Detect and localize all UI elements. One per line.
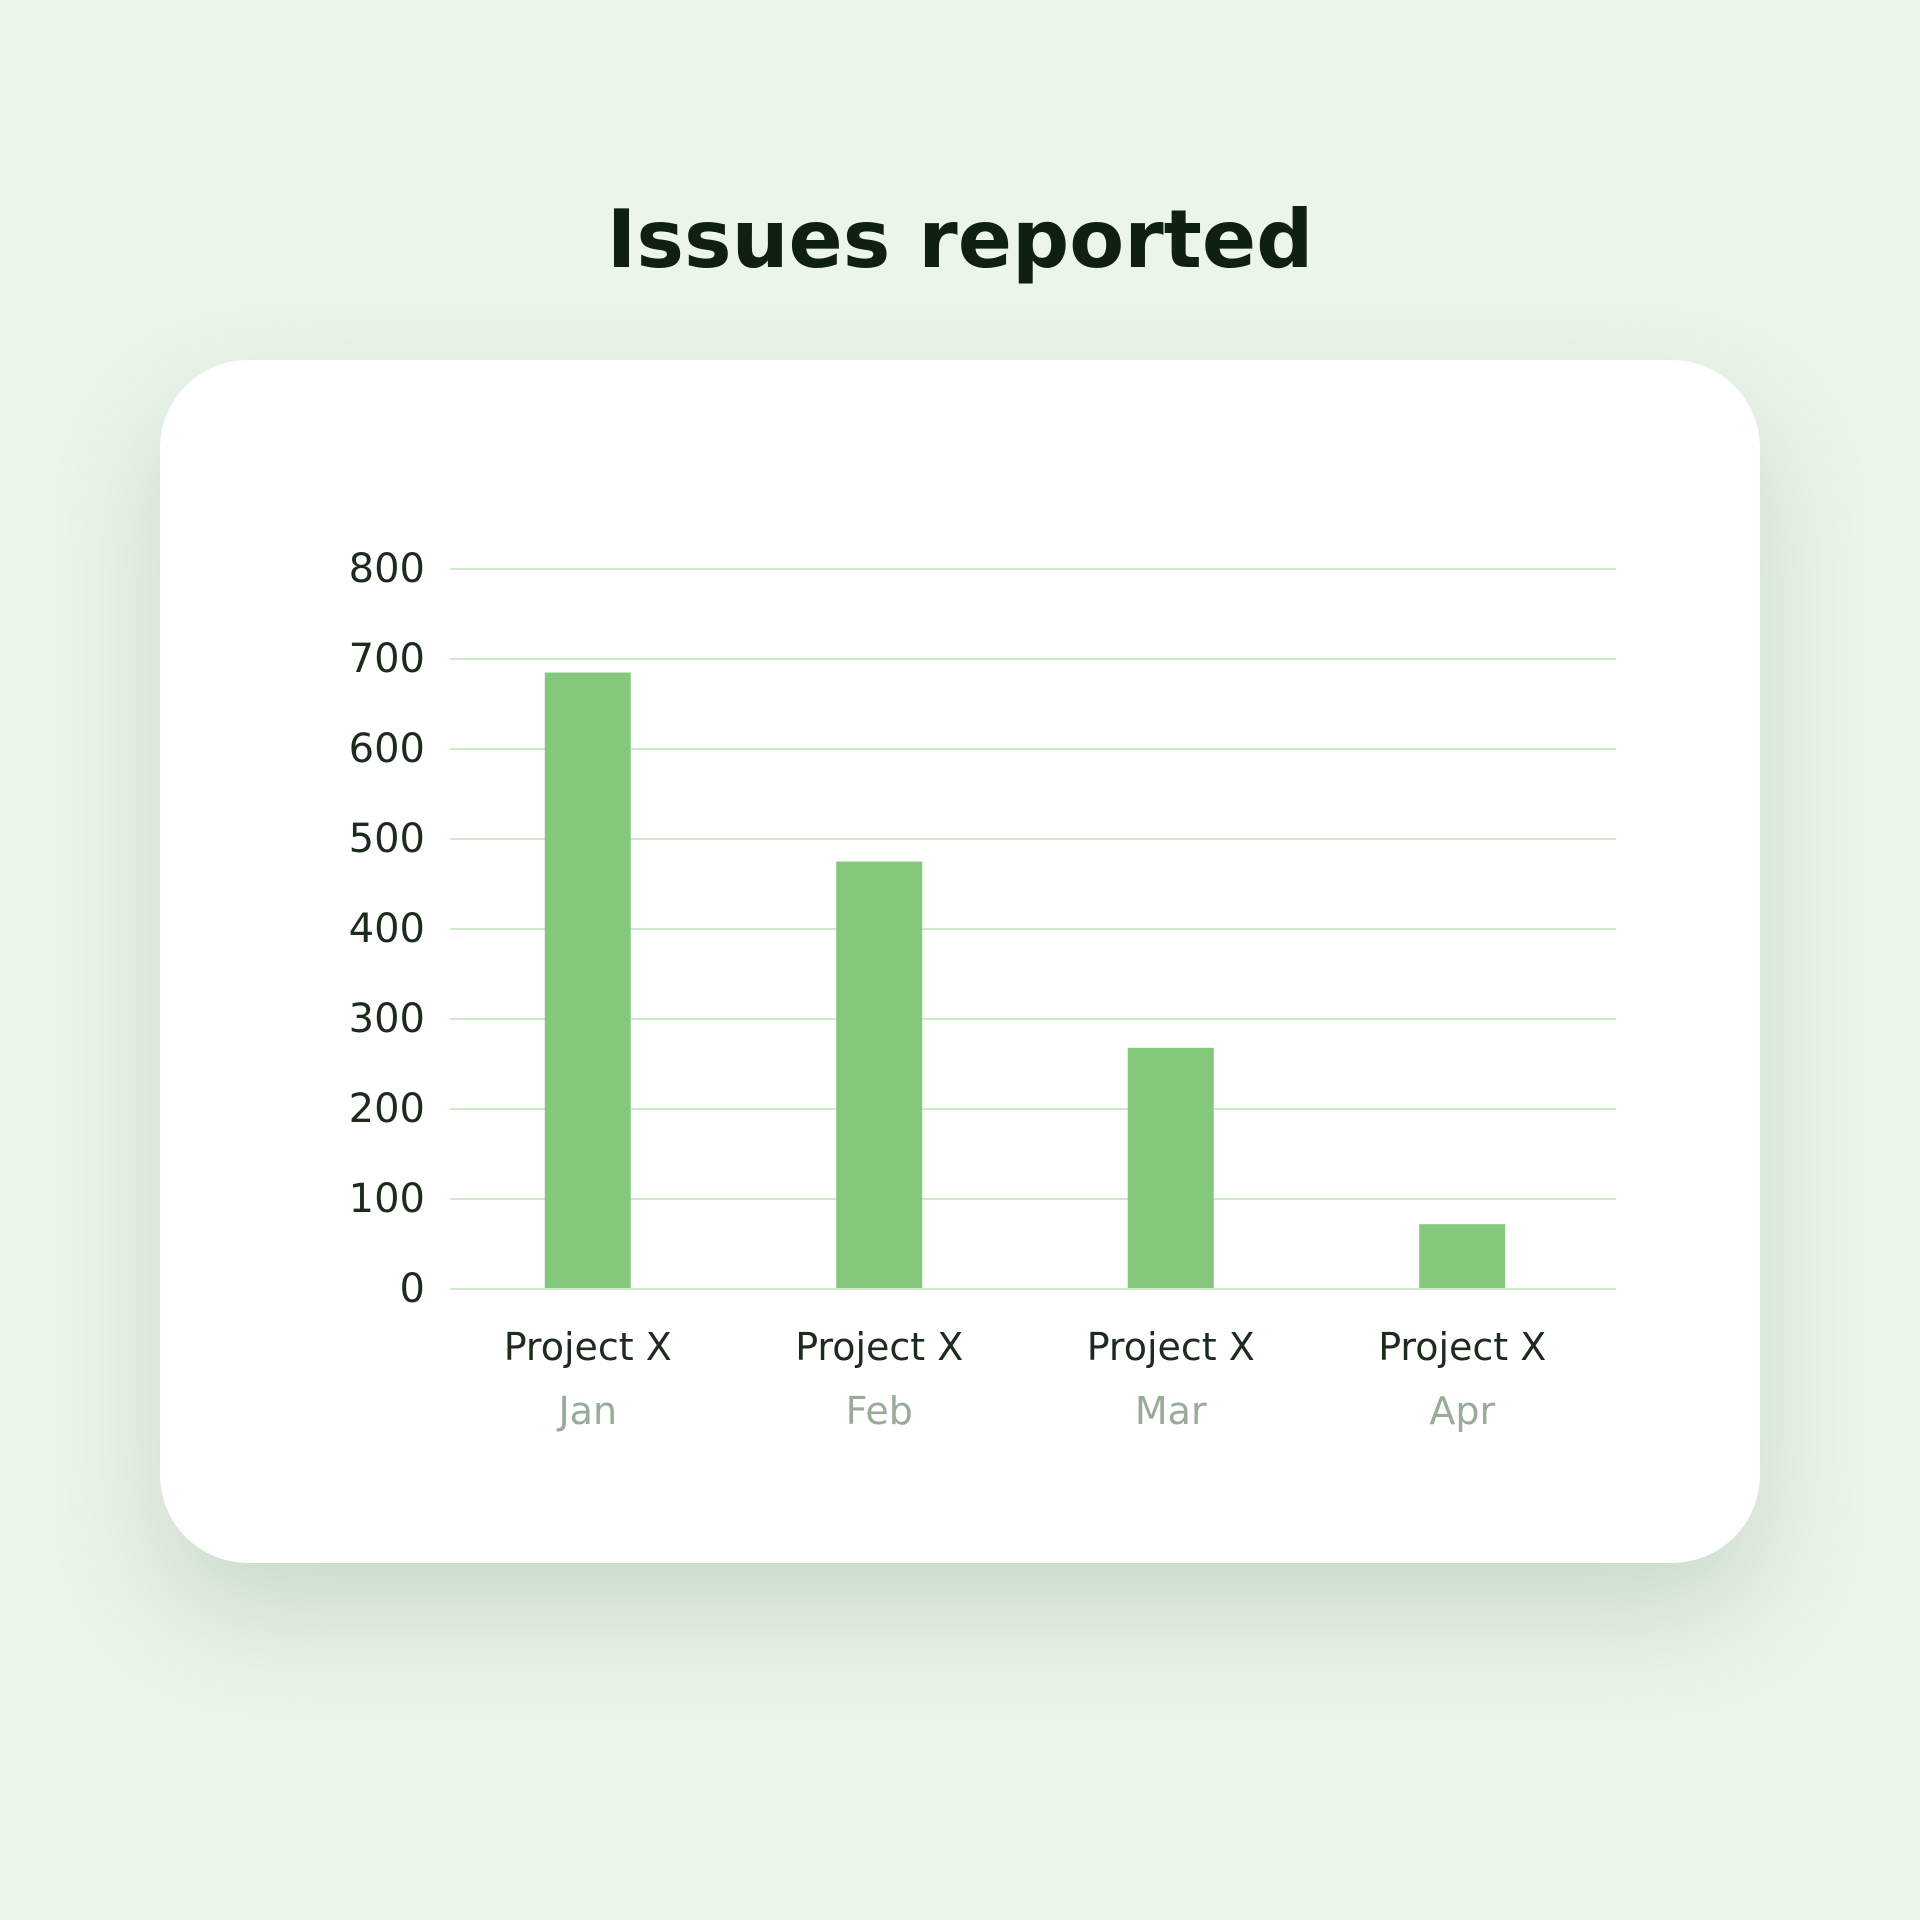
x-category-label: Project X: [795, 1325, 963, 1369]
y-tick-label: 400: [349, 906, 425, 952]
x-month-label: Apr: [1429, 1389, 1495, 1433]
y-tick-label: 500: [349, 816, 425, 862]
y-axis-ticks: 0 100 200 300 400 500 600 700 800: [349, 546, 425, 1312]
x-axis-labels: Project X Jan Project X Feb Project X Mar Proj…: [504, 1325, 1547, 1433]
y-tick-label: 300: [349, 996, 425, 1042]
chart-card: 0 100 200 300 400 500 600 700 800 Project X Jan Pr…: [160, 360, 1760, 1563]
bars: [450, 672, 1616, 1290]
x-category-label: Project X: [1087, 1325, 1255, 1369]
x-category-label: Project X: [504, 1325, 672, 1369]
y-tick-label: 700: [349, 636, 425, 682]
y-tick-label: 800: [349, 546, 425, 592]
chart-title: Issues reported: [606, 193, 1314, 286]
bar: [1127, 1047, 1214, 1289]
y-tick-label: 600: [349, 726, 425, 772]
y-tick-label: 100: [349, 1176, 425, 1222]
grid-lines: [450, 568, 1616, 1290]
y-tick-label: 0: [400, 1266, 425, 1312]
x-month-label: Feb: [846, 1389, 913, 1433]
x-category-label: Project X: [1378, 1325, 1546, 1369]
y-tick-label: 200: [349, 1086, 425, 1132]
bar: [836, 861, 923, 1289]
bar: [1419, 1224, 1506, 1289]
x-month-label: Jan: [556, 1389, 617, 1433]
x-month-label: Mar: [1135, 1389, 1207, 1433]
bar: [544, 672, 631, 1289]
